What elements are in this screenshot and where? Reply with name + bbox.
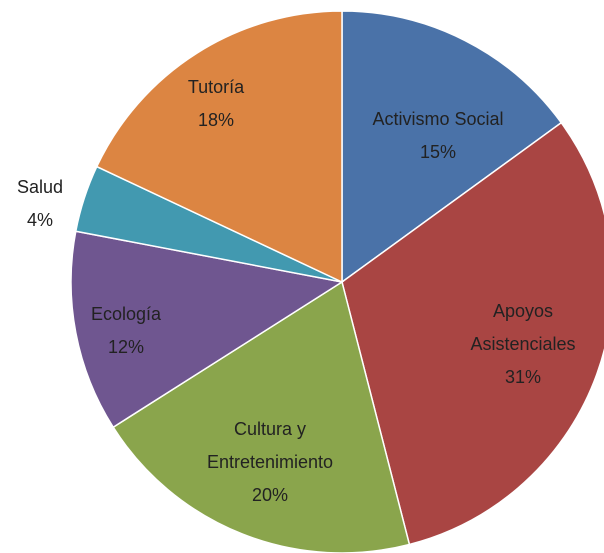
slice-label: Activismo Social bbox=[372, 109, 503, 129]
slice-value-label: 18% bbox=[198, 110, 234, 130]
slice-label: Ecología bbox=[91, 304, 162, 324]
slice-label-line: Salud bbox=[17, 177, 63, 197]
slice-label-line: Tutoría bbox=[188, 77, 245, 97]
slice-value-label: 15% bbox=[420, 142, 456, 162]
pie-slice bbox=[341, 121, 604, 546]
slice-label-line: Activismo Social bbox=[372, 109, 503, 129]
slice-label: Tutoría bbox=[188, 77, 245, 97]
slice-value-label: 20% bbox=[252, 485, 288, 505]
slice-label-line: Cultura y bbox=[234, 419, 306, 439]
slice-value-label: 12% bbox=[108, 337, 144, 357]
pie-slice bbox=[341, 10, 563, 284]
slice-label-line: Entretenimiento bbox=[207, 452, 333, 472]
slice-label: Apoyos Asistenciales bbox=[470, 301, 575, 354]
pie-slice bbox=[112, 280, 411, 553]
slice-label-line: Apoyos bbox=[493, 301, 553, 321]
pie-slice bbox=[95, 10, 343, 284]
slice-value-label: 31% bbox=[505, 367, 541, 387]
slice-label: Salud bbox=[17, 177, 63, 197]
slice-value-label: 4% bbox=[27, 210, 53, 230]
slice-label-line: Ecología bbox=[91, 304, 162, 324]
pie-slice bbox=[70, 230, 345, 429]
slice-label: Cultura y Entretenimiento bbox=[207, 419, 333, 472]
slice-label-line: Asistenciales bbox=[470, 334, 575, 354]
